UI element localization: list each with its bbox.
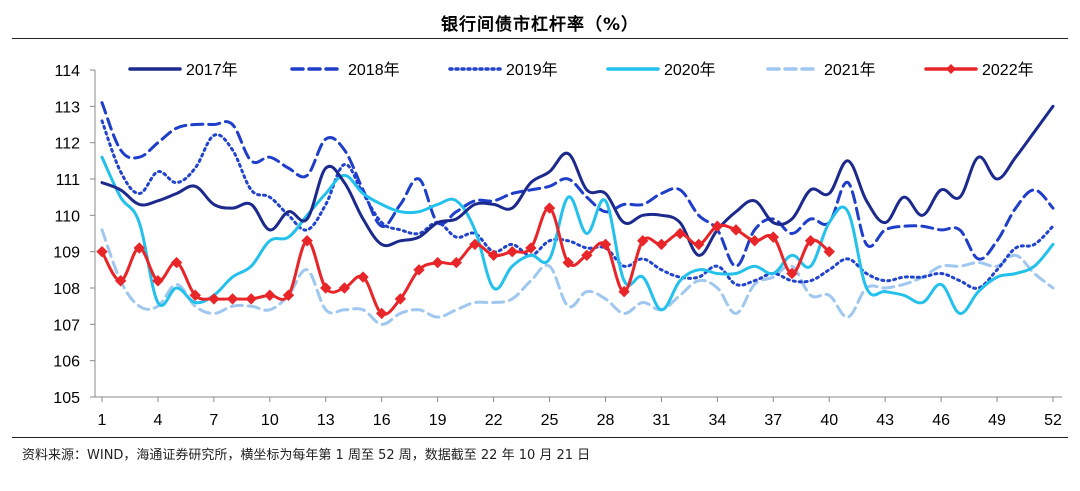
x-tick-label: 40 <box>820 412 838 429</box>
source-rule <box>12 437 1068 438</box>
x-tick-label: 16 <box>373 412 391 429</box>
data-point-2022 <box>375 307 388 320</box>
x-tick-label: 22 <box>485 412 503 429</box>
data-point-2022 <box>655 238 668 251</box>
series-line-2022 <box>100 206 831 316</box>
x-tick-label: 7 <box>209 412 218 429</box>
data-point-2022 <box>543 202 556 214</box>
legend-label-2018: 2018年 <box>348 61 400 79</box>
x-tick-label: 10 <box>261 412 279 429</box>
x-tick-label: 13 <box>317 412 335 429</box>
data-point-2022 <box>804 235 817 247</box>
data-point-2022 <box>264 289 276 301</box>
data-point-2022 <box>226 293 239 305</box>
data-point-2022 <box>208 293 220 305</box>
data-point-2022 <box>96 245 108 258</box>
data-point-2022 <box>786 267 798 280</box>
data-point-2022 <box>320 282 332 294</box>
series-line-2019 <box>100 119 1055 290</box>
data-point-2022 <box>748 235 761 247</box>
x-tick-label: 37 <box>764 412 782 429</box>
data-point-2022 <box>823 245 835 258</box>
y-tick-label: 112 <box>54 136 80 153</box>
data-point-2022 <box>431 256 444 269</box>
x-tick-label: 1 <box>98 412 107 429</box>
x-tick-label: 25 <box>541 412 559 429</box>
data-point-2022 <box>637 235 649 247</box>
data-point-2022 <box>133 242 146 254</box>
data-point-2022 <box>170 256 183 269</box>
legend-label-2017: 2017年 <box>186 61 238 79</box>
data-point-2022 <box>674 227 686 240</box>
data-point-2022 <box>730 224 742 236</box>
chart-title: 银行间债市杠杆率（%） <box>440 15 640 35</box>
legend-label-2021: 2021年 <box>824 61 876 79</box>
x-tick-label: 31 <box>653 412 671 429</box>
y-tick-label: 113 <box>54 99 80 116</box>
title-rule <box>12 38 1068 39</box>
data-point-2022 <box>282 289 295 301</box>
x-tick-label: 52 <box>1044 412 1062 429</box>
series-line-2017 <box>100 104 1055 257</box>
y-tick-label: 114 <box>54 63 80 80</box>
x-tick-label: 43 <box>876 412 894 429</box>
data-point-2022 <box>469 238 481 251</box>
data-point-2022 <box>599 238 612 251</box>
data-point-2022 <box>692 238 705 251</box>
data-point-2022 <box>394 293 407 305</box>
data-point-2022 <box>581 249 593 262</box>
x-tick-label: 34 <box>708 412 726 429</box>
data-point-2022 <box>301 235 313 247</box>
y-tick-label: 108 <box>53 281 80 298</box>
y-tick-label: 105 <box>53 390 80 407</box>
data-point-2022 <box>357 271 369 283</box>
data-point-2022 <box>450 256 463 269</box>
y-tick-label: 111 <box>56 172 80 189</box>
series-line-2020 <box>100 155 1055 315</box>
data-point-2022 <box>114 275 127 287</box>
legend-label-2022: 2022年 <box>982 61 1034 79</box>
data-point-2022 <box>189 289 201 301</box>
data-point-2022 <box>711 220 724 232</box>
data-point-2022 <box>506 245 518 258</box>
legend-label-2019: 2019年 <box>506 61 558 79</box>
y-tick-label: 109 <box>53 245 80 262</box>
data-point-2022 <box>767 231 780 243</box>
series-line-2021 <box>100 228 1055 326</box>
legend-label-2020: 2020年 <box>664 61 716 79</box>
x-tick-label: 46 <box>932 412 950 429</box>
data-point-2022 <box>487 249 500 262</box>
data-point-2022 <box>525 242 537 254</box>
series-line-2018 <box>100 101 1055 268</box>
y-tick-label: 110 <box>54 208 80 225</box>
source-note: 资料来源：WIND，海通证券研究所，横坐标为每年第 1 周至 52 周，数据截至… <box>22 448 591 463</box>
x-tick-label: 49 <box>988 412 1006 429</box>
x-tick-label: 28 <box>597 412 615 429</box>
x-tick-label: 19 <box>429 412 447 429</box>
y-tick-label: 106 <box>53 354 80 371</box>
legend-marker-2022 <box>946 64 956 74</box>
data-point-2022 <box>562 256 574 269</box>
data-point-2022 <box>338 282 351 294</box>
y-tick-label: 107 <box>53 317 80 334</box>
data-point-2022 <box>618 285 630 298</box>
data-point-2022 <box>152 275 164 287</box>
x-tick-label: 4 <box>153 412 162 429</box>
data-point-2022 <box>245 293 257 305</box>
data-point-2022 <box>413 264 425 276</box>
